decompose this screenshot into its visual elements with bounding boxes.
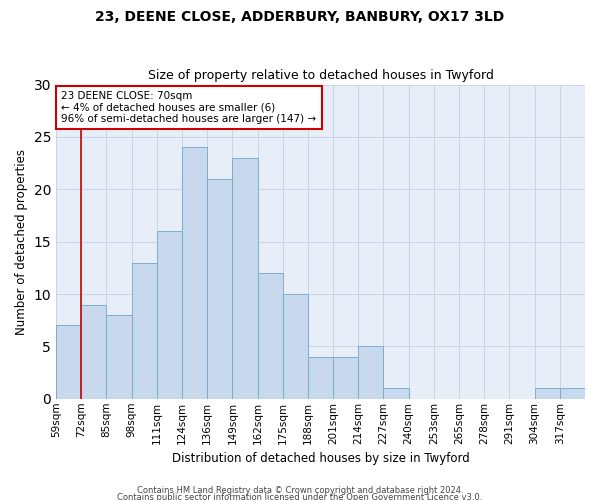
Bar bbox=[182, 148, 207, 399]
Bar bbox=[358, 346, 383, 399]
X-axis label: Distribution of detached houses by size in Twyford: Distribution of detached houses by size … bbox=[172, 452, 469, 465]
Text: Contains HM Land Registry data © Crown copyright and database right 2024.: Contains HM Land Registry data © Crown c… bbox=[137, 486, 463, 495]
Bar bbox=[257, 273, 283, 399]
Bar bbox=[131, 262, 157, 399]
Bar bbox=[560, 388, 585, 399]
Bar bbox=[157, 231, 182, 399]
Bar bbox=[56, 326, 81, 399]
Bar bbox=[283, 294, 308, 399]
Text: 23, DEENE CLOSE, ADDERBURY, BANBURY, OX17 3LD: 23, DEENE CLOSE, ADDERBURY, BANBURY, OX1… bbox=[95, 10, 505, 24]
Text: 23 DEENE CLOSE: 70sqm
← 4% of detached houses are smaller (6)
96% of semi-detach: 23 DEENE CLOSE: 70sqm ← 4% of detached h… bbox=[61, 91, 316, 124]
Bar bbox=[535, 388, 560, 399]
Bar bbox=[106, 315, 131, 399]
Bar bbox=[207, 179, 232, 399]
Bar bbox=[308, 357, 333, 399]
Bar bbox=[232, 158, 257, 399]
Bar bbox=[383, 388, 409, 399]
Y-axis label: Number of detached properties: Number of detached properties bbox=[15, 148, 28, 334]
Bar bbox=[333, 357, 358, 399]
Bar bbox=[81, 304, 106, 399]
Title: Size of property relative to detached houses in Twyford: Size of property relative to detached ho… bbox=[148, 69, 493, 82]
Text: Contains public sector information licensed under the Open Government Licence v3: Contains public sector information licen… bbox=[118, 494, 482, 500]
